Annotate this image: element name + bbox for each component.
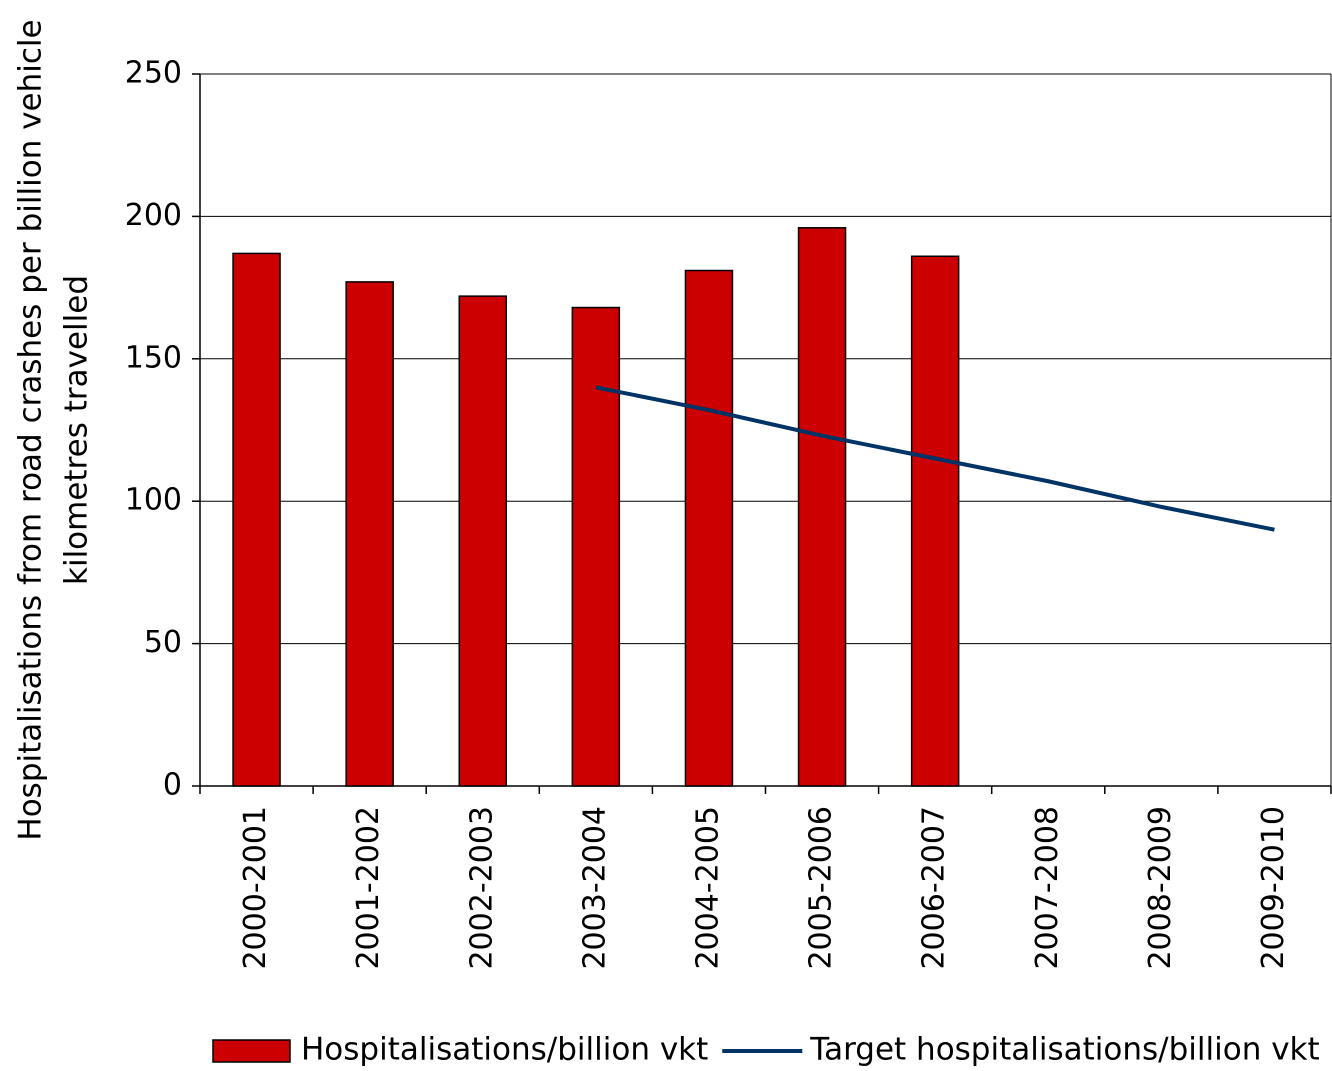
- y-tick-label: 200: [125, 198, 182, 233]
- y-tick-label: 100: [125, 483, 182, 518]
- y-axis-title: Hospitalisations from road crashes per b…: [13, 19, 49, 840]
- legend-label: Target hospitalisations/billion vkt: [809, 1032, 1319, 1068]
- bar: [232, 252, 281, 787]
- x-tick-label: 2009-2010: [1256, 806, 1291, 970]
- y-tick-label: 50: [144, 625, 182, 660]
- bar: [345, 281, 394, 787]
- legend-label: Hospitalisations/billion vkt: [301, 1032, 708, 1068]
- x-tick-label: 2001-2002: [351, 806, 386, 970]
- x-tick-label: 2007-2008: [1030, 806, 1065, 970]
- x-tick-label: 2005-2006: [804, 806, 839, 970]
- bar: [458, 295, 507, 787]
- y-tick-label: 0: [163, 768, 182, 803]
- x-tick-label: 2008-2009: [1143, 806, 1178, 970]
- y-tick-label: 150: [125, 340, 182, 375]
- x-tick-label: 2004-2005: [690, 806, 725, 970]
- bar: [910, 255, 960, 787]
- legend-swatch: [212, 1039, 291, 1063]
- x-tick-label: 2000-2001: [238, 806, 273, 970]
- x-tick-label: 2006-2007: [917, 806, 952, 970]
- bar: [684, 269, 734, 787]
- x-tick-label: 2003-2004: [577, 806, 612, 970]
- bar: [797, 227, 847, 787]
- y-axis-title: kilometres travelled: [59, 275, 95, 585]
- x-tick-label: 2002-2003: [464, 806, 499, 970]
- y-tick-label: 250: [125, 56, 182, 91]
- line: [595, 385, 1275, 532]
- bar: [571, 306, 621, 787]
